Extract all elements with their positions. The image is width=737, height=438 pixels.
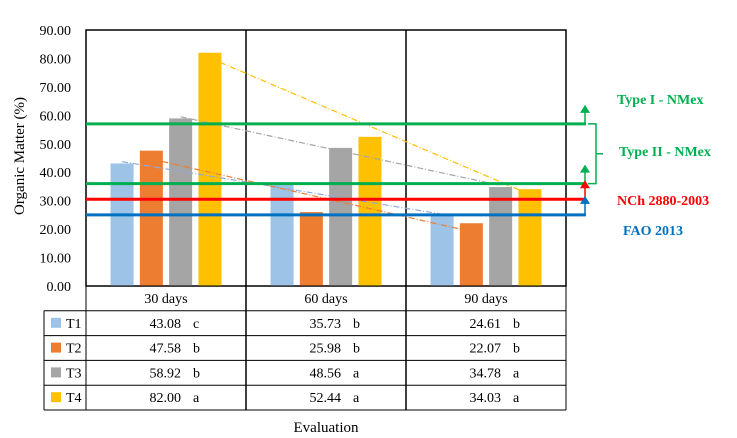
significance-letter: b (513, 317, 520, 332)
data-label: 35.73 (310, 317, 342, 332)
bars (110, 52, 542, 286)
significance-letter: a (193, 391, 200, 406)
legend-label: T3 (66, 366, 82, 381)
data-label: 52.44 (310, 391, 342, 406)
bar-t3 (329, 147, 353, 286)
significance-letter: a (353, 366, 360, 381)
x-axis-label: Evaluation (294, 420, 359, 436)
data-label: 34.03 (470, 391, 502, 406)
y-tick-label: 50.00 (40, 138, 72, 153)
data-label: 24.61 (470, 317, 502, 332)
data-label: 22.07 (470, 342, 502, 357)
legend-swatch-t4 (51, 392, 61, 403)
trendlines (121, 57, 531, 233)
significance-letter: b (193, 342, 200, 357)
data-label: 48.56 (310, 366, 342, 381)
data-label: 58.92 (150, 366, 182, 381)
significance-letter: a (513, 391, 520, 406)
legend-swatch-t3 (51, 367, 61, 378)
y-tick-label: 70.00 (40, 81, 72, 96)
reference-arrow-head (580, 180, 590, 189)
x-tick-label: 90 days (464, 292, 507, 307)
data-label: 43.08 (150, 317, 182, 332)
bar-t1 (110, 163, 134, 286)
significance-letter: b (193, 366, 200, 381)
legend-label: T2 (66, 342, 82, 357)
reference-bracket (588, 123, 603, 185)
significance-letter: b (353, 342, 360, 357)
data-table: 30 days 60 days 90 days T1 43.08 c 35.73 b 24.61… (43, 285, 567, 411)
legend-label: T4 (66, 391, 82, 406)
y-tick-label: 20.00 (40, 223, 72, 238)
x-tick-label: 30 days (144, 292, 187, 307)
reference-arrow-head (580, 104, 590, 113)
trendline-t4 (209, 57, 531, 196)
data-label: 82.00 (150, 391, 182, 406)
trendline-t1 (121, 161, 443, 215)
y-tick-label: 60.00 (40, 109, 72, 124)
bar-t2 (459, 223, 483, 286)
bar-t2 (139, 150, 163, 286)
bar-t2 (299, 212, 323, 286)
reference-label: NCh 2880-2003 (617, 194, 709, 209)
reference-label: Type I - NMex (617, 93, 703, 108)
y-tick-label: 90.00 (40, 24, 72, 39)
data-label: 25.98 (310, 342, 342, 357)
data-label: 34.78 (470, 366, 502, 381)
reference-label: FAO 2013 (623, 224, 683, 239)
bar-t1 (270, 184, 294, 286)
reference-arrow-head (580, 164, 590, 173)
reference-arrow-head (580, 195, 590, 204)
legend-swatch-t2 (51, 342, 61, 353)
bar-t1 (430, 215, 454, 286)
y-tick-label: 10.00 (40, 252, 72, 267)
y-axis-label: Organic Matter (%) (12, 97, 28, 215)
trendline-t3 (180, 116, 501, 187)
legend-swatch-t1 (51, 317, 61, 328)
legend-label: T1 (66, 317, 82, 332)
significance-letter: b (353, 317, 360, 332)
y-tick-label: 0.00 (47, 280, 72, 295)
y-tick-label: 40.00 (40, 166, 72, 181)
bar-t3 (169, 118, 193, 286)
significance-letter: b (513, 342, 520, 357)
significance-letter: a (353, 391, 360, 406)
bar-t4 (518, 189, 542, 286)
data-label: 47.58 (150, 342, 182, 357)
y-tick-label: 30.00 (40, 195, 72, 210)
reference-lines: Type I - NMex Type II - NMex NCh 2880-2003… (86, 93, 711, 239)
bar-t4 (198, 52, 222, 286)
bar-t3 (489, 187, 513, 286)
significance-letter: c (193, 317, 199, 332)
reference-label: Type II - NMex (619, 145, 711, 160)
x-tick-label: 60 days (304, 292, 347, 307)
significance-letter: a (513, 366, 520, 381)
y-tick-label: 80.00 (40, 52, 72, 67)
bar-t4 (358, 136, 382, 286)
y-axis-ticks: 0.00 10.00 20.00 30.00 40.00 50.00 60.00 70.00 8… (40, 24, 72, 295)
